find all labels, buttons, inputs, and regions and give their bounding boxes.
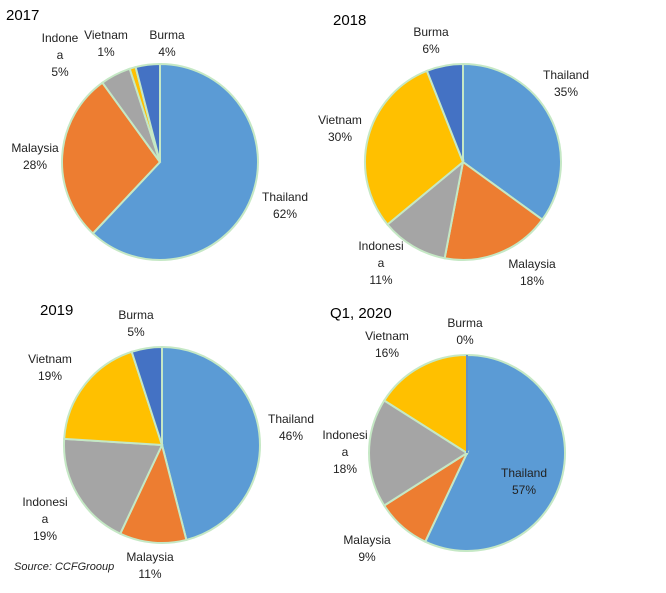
slice-labels: Thailand 46% Malaysia 11% Indonesi a 19% Vietna… bbox=[22, 308, 314, 581]
chart-title: 2017 bbox=[6, 7, 39, 24]
label-burma: Burma 0% bbox=[447, 316, 483, 347]
label-indonesia: Indonesi a 11% bbox=[358, 239, 403, 287]
slice-labels: Thailand 57% Malaysia 9% Indonesi a 18% Vietnam… bbox=[322, 316, 547, 564]
slice-labels: Thailand 35% Malaysia 18% Indonesi a 11% Vietna… bbox=[318, 25, 589, 288]
label-thailand: Thailand 35% bbox=[543, 68, 589, 99]
label-vietnam: Vietnam 1% bbox=[84, 28, 128, 59]
label-malaysia: Malaysia 11% bbox=[126, 550, 174, 581]
slice-burma bbox=[130, 345, 163, 446]
label-malaysia: Malaysia 28% bbox=[11, 141, 59, 172]
label-thailand: Thailand 62% bbox=[262, 190, 308, 221]
chart-2017: 2017 Thailand 62% Malaysia 28% Indone a 5%Viet… bbox=[6, 7, 308, 261]
label-thailand: Thailand 57% bbox=[501, 466, 547, 497]
slice-indonesia bbox=[386, 159, 465, 260]
label-burma: Burma 5% bbox=[118, 308, 154, 339]
label-thailand: Thailand 46% bbox=[268, 412, 314, 443]
label-indonesia: Indonesi a 18% bbox=[322, 428, 367, 476]
slice-burma bbox=[134, 62, 161, 163]
label-burma: Burma 4% bbox=[149, 28, 185, 59]
chart-title: Q1, 2020 bbox=[330, 305, 392, 322]
slice-burma bbox=[425, 62, 464, 163]
slice-thailand bbox=[161, 345, 261, 542]
label-indonesia: Indonesi a 19% bbox=[22, 495, 67, 543]
slice-thailand bbox=[423, 353, 566, 552]
slice-indonesia bbox=[368, 399, 469, 507]
chart-2019: 2019 Thailand 46% Malaysia 11% Indonesi a 19% V… bbox=[22, 302, 314, 581]
chart-2018: 2018 Thailand 35% Malaysia 18% Indonesi a 11% V… bbox=[318, 12, 589, 288]
slice-indonesia bbox=[63, 437, 164, 536]
pie-slices bbox=[63, 345, 261, 544]
pie-slices bbox=[61, 62, 259, 261]
slice-labels: Thailand 62% Malaysia 28% Indone a 5%Vietnam 1%… bbox=[11, 28, 308, 221]
label-indonesia: Indone a 5% bbox=[42, 31, 79, 79]
slice-vietnam bbox=[382, 353, 468, 455]
label-malaysia: Malaysia 9% bbox=[343, 533, 391, 564]
chart-title: 2019 bbox=[40, 302, 73, 319]
slice-malaysia bbox=[443, 160, 544, 261]
slice-malaysia bbox=[61, 81, 162, 235]
label-vietnam: Vietnam 16% bbox=[365, 329, 409, 360]
chart-q1-2020: Q1, 2020 Thailand 57% Malaysia 9% Indonesi a 1… bbox=[322, 305, 566, 564]
slice-thailand bbox=[462, 62, 562, 221]
label-malaysia: Malaysia 18% bbox=[508, 257, 556, 288]
slice-vietnam bbox=[63, 350, 164, 447]
source-note: Source: CCFGrooup bbox=[14, 561, 114, 573]
label-vietnam: Vietnam 19% bbox=[28, 352, 72, 383]
label-vietnam: Vietnam 30% bbox=[318, 113, 362, 144]
chart-title: 2018 bbox=[333, 12, 366, 29]
pie-slices bbox=[364, 62, 562, 261]
pie-slices bbox=[368, 353, 566, 552]
slice-malaysia bbox=[118, 442, 188, 544]
label-burma: Burma 6% bbox=[413, 25, 449, 56]
slice-vietnam bbox=[364, 69, 465, 226]
slice-thailand bbox=[91, 62, 259, 261]
